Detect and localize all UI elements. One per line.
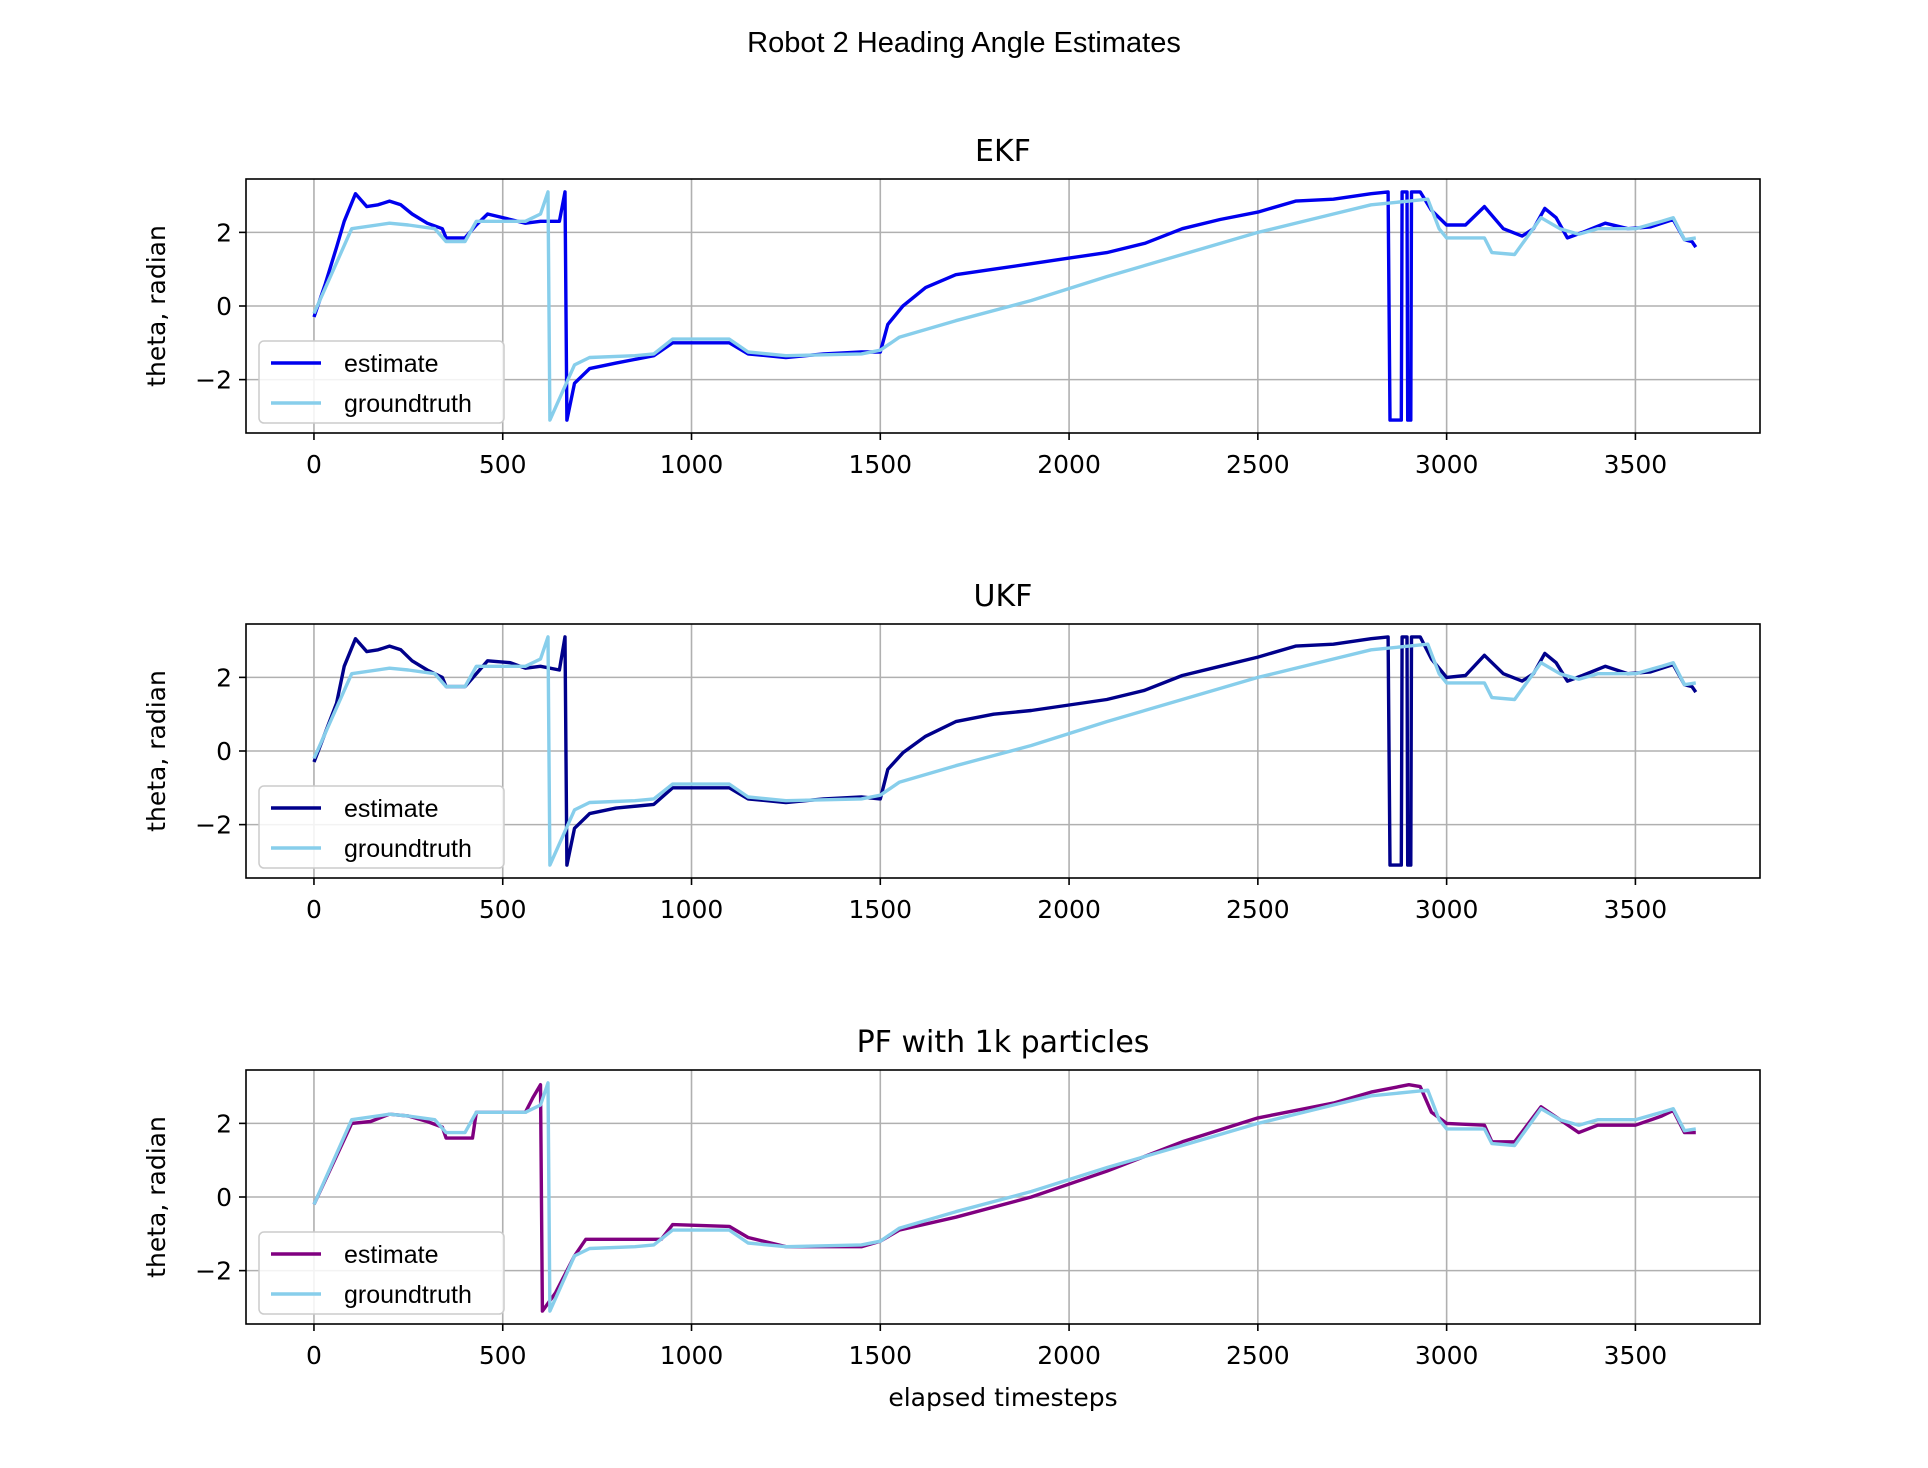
series-line-groundtruth bbox=[312, 190, 1697, 422]
legend-label-estimate: estimate bbox=[344, 1241, 438, 1269]
y-tick-label: 2 bbox=[216, 218, 232, 247]
x-tick-label: 2000 bbox=[1037, 450, 1101, 479]
panel-0: 0 500 1000 1500 2000 2500 3000 3500 2 0 −2 EKF theta… bbox=[142, 134, 1761, 479]
x-axis-label: elapsed timesteps bbox=[888, 1383, 1117, 1412]
series-group bbox=[312, 190, 1698, 422]
series-group bbox=[312, 1081, 1697, 1313]
y-tick-label: −2 bbox=[195, 1257, 232, 1286]
legend: estimate groundtruth bbox=[258, 1231, 505, 1315]
series-line-groundtruth bbox=[312, 635, 1697, 867]
panel-title: EKF bbox=[975, 134, 1031, 169]
y-axis-label: theta, radian bbox=[142, 1116, 171, 1278]
y-tick-label: −2 bbox=[195, 811, 232, 840]
x-tick-label: 2000 bbox=[1037, 895, 1101, 924]
panel-title: UKF bbox=[974, 579, 1033, 614]
x-tick-label: 3000 bbox=[1415, 1341, 1479, 1370]
x-tick-label: 0 bbox=[306, 895, 322, 924]
y-axis-label: theta, radian bbox=[142, 670, 171, 832]
y-tick-label: 2 bbox=[216, 1109, 232, 1138]
legend-label-groundtruth: groundtruth bbox=[344, 1281, 472, 1309]
x-tick-label: 3500 bbox=[1604, 450, 1668, 479]
legend: estimate groundtruth bbox=[258, 340, 505, 424]
x-tick-label: 500 bbox=[479, 450, 527, 479]
x-tick-label: 1000 bbox=[660, 450, 724, 479]
panel-2: 0 500 1000 1500 2000 2500 3000 3500 2 0 −2 PF with … bbox=[142, 1025, 1761, 1412]
legend: estimate groundtruth bbox=[258, 785, 505, 869]
x-tick-label: 1500 bbox=[848, 895, 912, 924]
panel-1: 0 500 1000 1500 2000 2500 3000 3500 2 0 −2 UKF theta… bbox=[142, 579, 1761, 924]
x-tick-label: 500 bbox=[479, 1341, 527, 1370]
y-tick-label: −2 bbox=[195, 366, 232, 395]
x-tick-label: 0 bbox=[306, 1341, 322, 1370]
x-tick-label: 1500 bbox=[848, 450, 912, 479]
y-tick-label: 0 bbox=[216, 737, 232, 766]
y-axis-label: theta, radian bbox=[142, 225, 171, 387]
x-tick-label: 2500 bbox=[1226, 895, 1290, 924]
series-line-estimate bbox=[312, 190, 1698, 422]
y-tick-label: 0 bbox=[216, 1183, 232, 1212]
x-tick-label: 1000 bbox=[660, 895, 724, 924]
legend-label-estimate: estimate bbox=[344, 350, 438, 378]
legend-label-groundtruth: groundtruth bbox=[344, 835, 472, 863]
legend-label-estimate: estimate bbox=[344, 795, 438, 823]
x-tick-label: 500 bbox=[479, 895, 527, 924]
x-tick-label: 1000 bbox=[660, 1341, 724, 1370]
x-tick-label: 3500 bbox=[1604, 1341, 1668, 1370]
panel-title: PF with 1k particles bbox=[857, 1025, 1150, 1060]
x-tick-label: 2500 bbox=[1226, 450, 1290, 479]
y-tick-label: 2 bbox=[216, 663, 232, 692]
x-tick-label: 1500 bbox=[848, 1341, 912, 1370]
x-tick-label: 3000 bbox=[1415, 895, 1479, 924]
x-tick-label: 2000 bbox=[1037, 1341, 1101, 1370]
x-tick-label: 2500 bbox=[1226, 1341, 1290, 1370]
legend-label-groundtruth: groundtruth bbox=[344, 390, 472, 418]
figure-title: Robot 2 Heading Angle Estimates bbox=[747, 27, 1181, 59]
x-tick-label: 0 bbox=[306, 450, 322, 479]
series-line-groundtruth bbox=[312, 1081, 1697, 1313]
x-tick-label: 3500 bbox=[1604, 895, 1668, 924]
series-group bbox=[312, 635, 1698, 867]
y-tick-label: 0 bbox=[216, 292, 232, 321]
x-tick-label: 3000 bbox=[1415, 450, 1479, 479]
